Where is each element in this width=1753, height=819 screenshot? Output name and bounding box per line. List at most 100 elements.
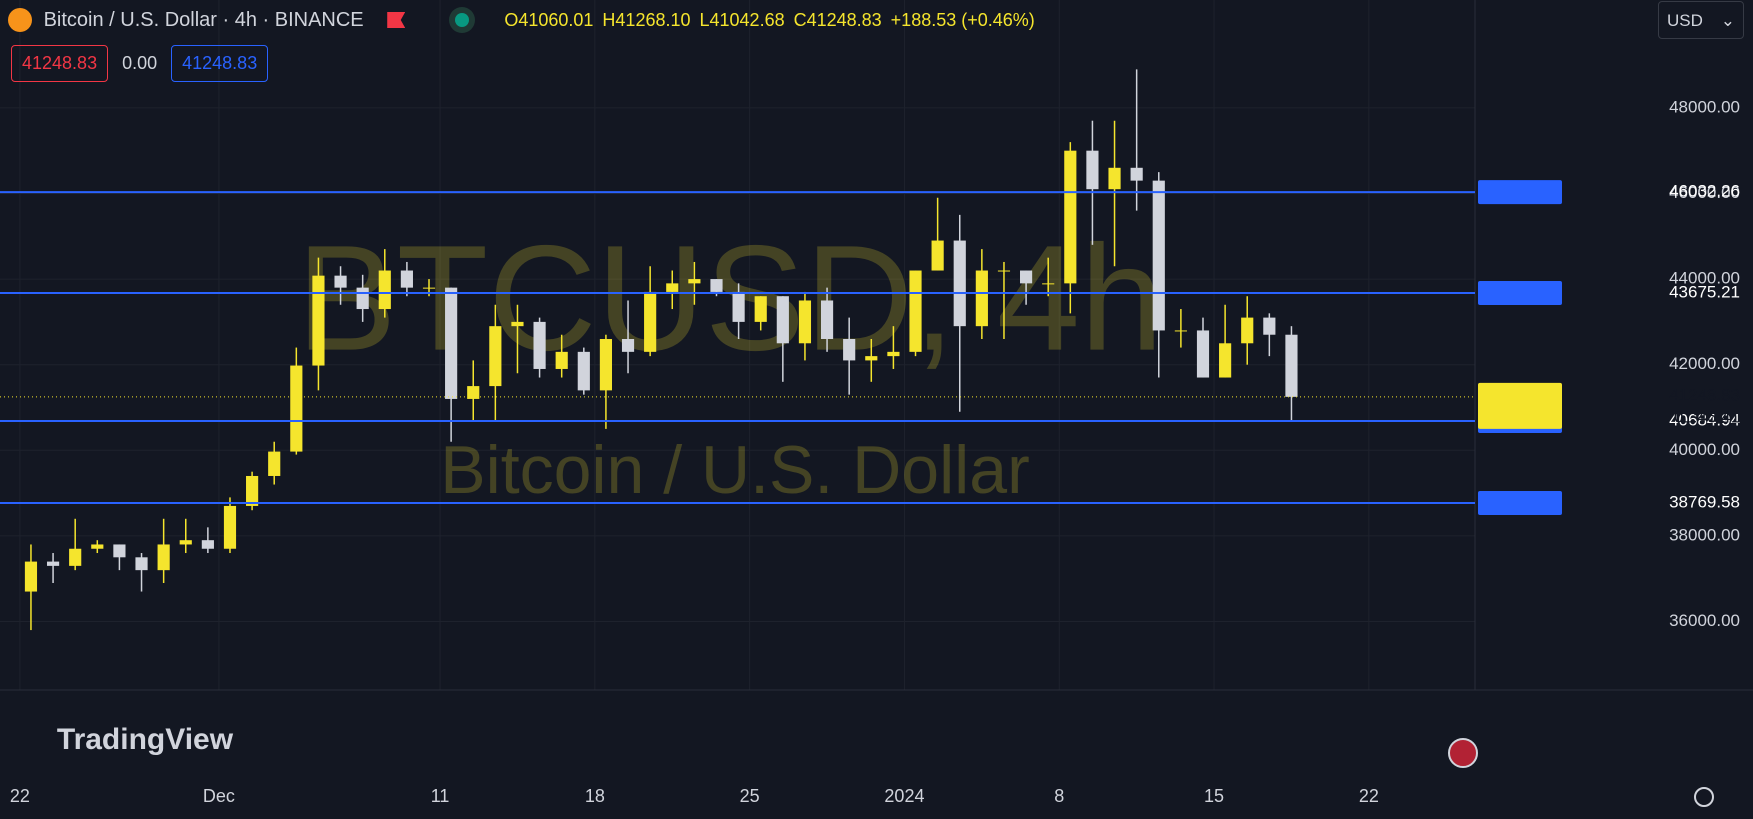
settings-icon[interactable] [1694, 787, 1714, 807]
x-tick-label: 22 [1359, 786, 1379, 806]
ohlc-item: C41248.83 [793, 9, 882, 30]
candle-body [1020, 270, 1033, 284]
candle-body [621, 339, 635, 352]
dropdown-arrow: ⌄ [1720, 11, 1735, 30]
ohlc-item: L41042.68 [699, 9, 785, 30]
candle-body [334, 275, 347, 288]
candle-body [555, 351, 568, 369]
ohlc-item: O41060.01 [504, 9, 594, 30]
y-tick-label: 46000.00 [1669, 183, 1740, 202]
candle-body [688, 279, 701, 284]
candle-body [467, 386, 480, 399]
candle-body [820, 300, 834, 340]
candle-body [312, 275, 325, 366]
candle-body [445, 287, 458, 399]
candle-body [356, 287, 369, 310]
candle-body [975, 270, 988, 327]
y-tick-label: 40000.00 [1669, 440, 1740, 459]
candle-body [135, 557, 148, 571]
candle-body [1108, 167, 1121, 190]
currency-label: USD [1667, 11, 1703, 30]
candle-body [46, 561, 60, 566]
candle-body [1285, 334, 1298, 397]
candle-body [1174, 330, 1187, 332]
symbol-title[interactable]: Bitcoin / U.S. Dollar · 4h · BINANCE [43, 8, 364, 31]
candle-body [909, 270, 922, 352]
y-tick-label: 42000.00 [1669, 354, 1740, 373]
candle-body [268, 451, 281, 476]
level-label: 40684.94 [1669, 410, 1740, 429]
btc-icon [8, 8, 32, 32]
candle-body [1042, 283, 1055, 285]
ohlc-item: H41268.10 [602, 9, 691, 30]
candle-body [953, 240, 966, 327]
watermark-symbol: BTCUSD, 4h [297, 214, 1164, 382]
candle-body [644, 291, 657, 352]
y-tick-label: 48000.00 [1669, 97, 1740, 116]
x-tick-label: 2024 [884, 786, 924, 806]
x-tick-label: 15 [1204, 786, 1224, 806]
candle-body [91, 544, 104, 549]
candle-body [1219, 343, 1232, 378]
candle-body [422, 287, 436, 289]
level-badge [1478, 280, 1562, 305]
buy-box[interactable]: 41248.83 [171, 45, 269, 82]
sell-box[interactable]: 41248.83 [11, 45, 109, 82]
candle-body [1130, 167, 1143, 181]
currency-select[interactable]: USD ⌄ [1658, 1, 1744, 39]
watermark-name: Bitcoin / U.S. Dollar [440, 432, 1030, 508]
symbol-row: Bitcoin / U.S. Dollar · 4h · BINANCE O41… [8, 8, 1044, 32]
candle-body [997, 270, 1011, 272]
x-tick-label: 8 [1054, 786, 1064, 806]
candle-body [1196, 330, 1210, 378]
candle-body [666, 283, 679, 292]
last-price-badge [1478, 382, 1562, 429]
candle-body [489, 326, 502, 387]
flag-icon[interactable] [1448, 738, 1478, 768]
candle-body [113, 544, 126, 558]
x-tick-label: 11 [431, 786, 450, 806]
spread: 0.00 [122, 53, 158, 73]
trade-boxes: 41248.83 0.00 41248.83 [11, 45, 269, 82]
candle-body [931, 240, 944, 271]
x-tick-label: Dec [203, 786, 235, 806]
candle-body [157, 544, 170, 571]
ohlc-item: +188.53 (+0.46%) [890, 9, 1035, 30]
ohlc-legend: O41060.01 H41268.10 L41042.68 C41248.83 +188… [504, 10, 1043, 30]
x-tick-label: 18 [585, 786, 605, 806]
level-label: 38769.58 [1669, 492, 1740, 511]
candle-body [577, 351, 590, 391]
candle-body [1064, 150, 1077, 284]
x-tick-label: 22 [10, 786, 30, 806]
candle-body [201, 540, 214, 549]
candle-body [24, 561, 38, 592]
candle-body [223, 505, 237, 549]
x-tick-label: 25 [740, 786, 760, 806]
candle-body [69, 548, 82, 566]
level-badge [1478, 490, 1562, 515]
level-label: 43675.21 [1669, 282, 1740, 301]
candle-body [1241, 317, 1254, 344]
status-dot [454, 13, 469, 27]
candle-body [710, 279, 723, 292]
candle-body [865, 356, 878, 361]
candle-body [533, 321, 546, 369]
candle-body [246, 475, 259, 506]
candle-body [179, 540, 192, 545]
candle-body [754, 296, 767, 322]
candle-body [776, 296, 789, 344]
flag-mark[interactable] [387, 12, 406, 28]
candle-body [1152, 180, 1165, 331]
candle-body [732, 291, 745, 322]
logo: TradingView [57, 723, 234, 756]
y-tick-label: 44000.00 [1669, 269, 1740, 288]
level-badge [1478, 180, 1562, 205]
candle-body [378, 270, 391, 310]
level-label: 46032.26 [1669, 182, 1740, 201]
candle-body [887, 351, 900, 357]
candle-body [798, 300, 812, 344]
countdown: 01:46:41 [1674, 407, 1740, 426]
candle-body [843, 339, 856, 361]
